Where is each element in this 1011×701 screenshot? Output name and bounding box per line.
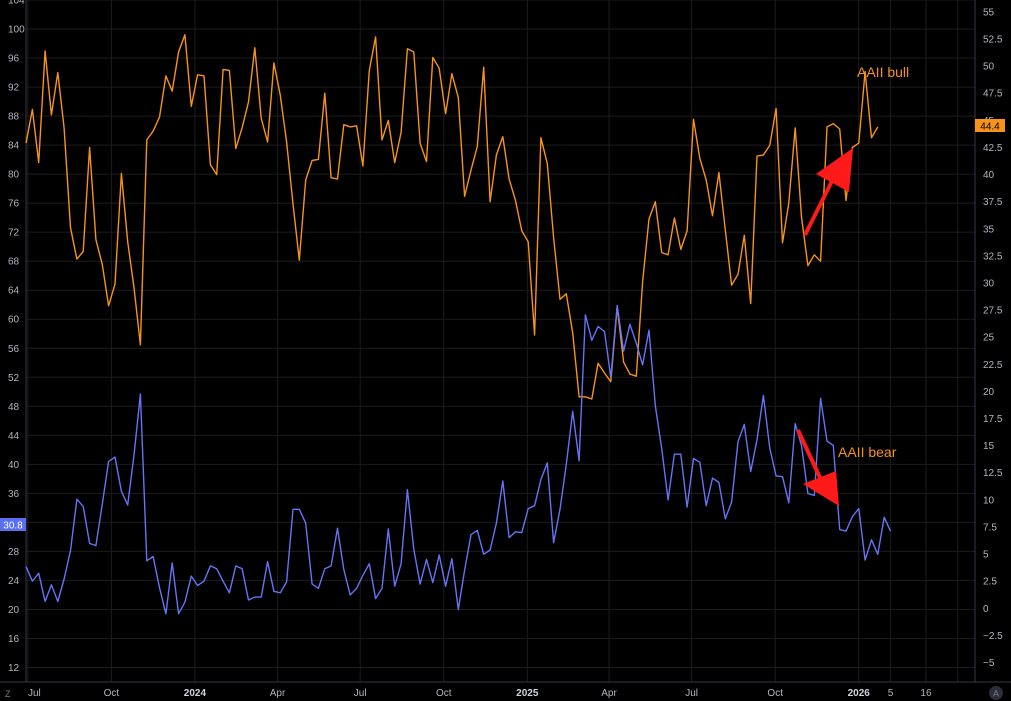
left-tick-label: 44 — [8, 431, 20, 442]
series-lines — [25, 34, 892, 615]
right-tick-label: 50 — [983, 62, 995, 73]
x-tick-label: 5 — [888, 688, 894, 699]
left-tick-label: 56 — [8, 344, 20, 355]
left-tick-label: 72 — [8, 228, 20, 239]
right-tick-label: 30 — [983, 278, 995, 289]
right-last-value-label: 44.4 — [980, 122, 1000, 133]
right-tick-label: 40 — [983, 170, 995, 181]
left-tick-label: 84 — [8, 141, 20, 152]
auto-scale-label[interactable]: A — [993, 689, 999, 699]
left-tick-label: 12 — [8, 663, 20, 674]
left-tick-label: 52 — [8, 373, 20, 384]
right-tick-label: 15 — [983, 441, 995, 452]
x-tick-label: 2026 — [848, 688, 871, 699]
right-tick-label: 25 — [983, 333, 995, 344]
corner-left-label: Z — [5, 689, 11, 699]
left-tick-label: 20 — [8, 605, 20, 616]
left-tick-label: 88 — [8, 112, 20, 123]
x-axis: Jul Oct 2024 Apr Jul Oct 2025 Apr Jul Oct 2026 5 16 — [28, 688, 932, 699]
left-tick-label: 76 — [8, 199, 20, 210]
left-tick-label: 96 — [8, 54, 20, 65]
series-line-aaii-bull — [25, 34, 879, 400]
x-tick-label: Jul — [28, 688, 41, 699]
right-tick-label: 55 — [983, 7, 995, 18]
right-tick-label: 7.5 — [983, 522, 997, 533]
left-tick-label: 28 — [8, 547, 20, 558]
right-tick-label: 42.5 — [983, 143, 1003, 154]
right-tick-label: 5 — [983, 550, 989, 561]
right-axis: 5552.55047.54542.54037.53532.53027.52522… — [983, 7, 1003, 669]
x-tick-label: Oct — [767, 688, 783, 699]
left-tick-label: 64 — [8, 286, 20, 297]
x-tick-label: Jul — [685, 688, 698, 699]
right-tick-label: 12.5 — [983, 468, 1003, 479]
left-tick-label: 40 — [8, 460, 20, 471]
left-tick-label: 104 — [8, 0, 25, 7]
x-tick-label: 2025 — [516, 688, 539, 699]
left-tick-label: 36 — [8, 489, 20, 500]
right-tick-label: 32.5 — [983, 251, 1003, 262]
x-tick-label: Apr — [601, 688, 617, 699]
left-axis: 1041009692888480767268646056524844403632… — [8, 0, 25, 674]
x-tick-label: Oct — [436, 688, 452, 699]
right-tick-label: 20 — [983, 387, 995, 398]
series-line-aaii-bear — [25, 304, 892, 615]
right-tick-label: 52.5 — [983, 35, 1003, 46]
left-tick-label: 68 — [8, 257, 20, 268]
right-tick-label: 35 — [983, 224, 995, 235]
right-tick-label: 17.5 — [983, 414, 1003, 425]
x-tick-label: Apr — [270, 688, 286, 699]
left-tick-label: 16 — [8, 634, 20, 645]
left-tick-label: 60 — [8, 315, 20, 326]
right-tick-label: −5 — [983, 658, 995, 669]
annotation-aaii-bear: AAII bear — [838, 444, 897, 460]
x-tick-label: 16 — [920, 688, 932, 699]
right-tick-label: 22.5 — [983, 360, 1003, 371]
right-tick-label: 27.5 — [983, 306, 1003, 317]
left-tick-label: 80 — [8, 170, 20, 181]
left-last-value-label: 30.8 — [3, 521, 23, 532]
right-tick-label: 2.5 — [983, 577, 997, 588]
left-tick-label: 24 — [8, 576, 20, 587]
bear-arrow-icon — [796, 429, 839, 506]
right-tick-label: 47.5 — [983, 89, 1003, 100]
left-tick-label: 92 — [8, 83, 20, 94]
right-tick-label: 10 — [983, 495, 995, 506]
x-tick-label: Jul — [354, 688, 367, 699]
right-tick-label: 37.5 — [983, 197, 1003, 208]
left-last-value-badge: 30.8 — [0, 518, 26, 532]
left-tick-label: 48 — [8, 402, 20, 413]
left-tick-label: 100 — [8, 25, 25, 36]
right-last-value-badge: 44.4 — [975, 119, 1005, 133]
bull-arrow-icon — [803, 148, 853, 236]
annotation-aaii-bull: AAII bull — [857, 64, 909, 80]
auto-scale-button[interactable]: A — [989, 686, 1003, 700]
right-tick-label: 0 — [983, 604, 989, 615]
right-tick-label: −2.5 — [983, 631, 1003, 642]
x-tick-label: 2024 — [184, 688, 207, 699]
x-tick-label: Oct — [104, 688, 120, 699]
